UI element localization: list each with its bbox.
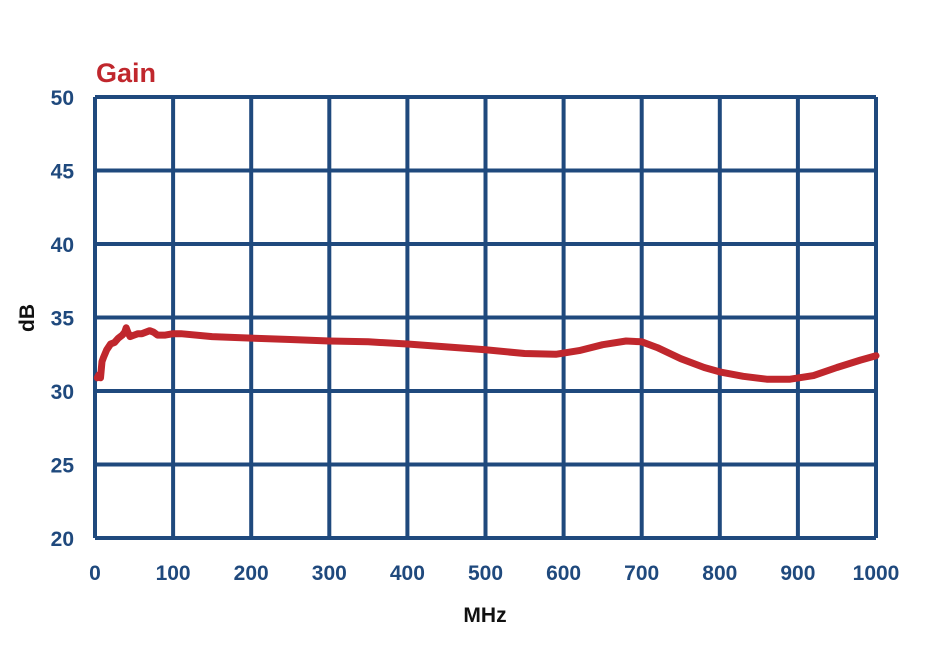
x-tick-label: 0 [89,562,101,585]
x-tick-label: 400 [390,562,425,585]
x-tick-label: 900 [780,562,815,585]
y-tick-label: 30 [51,381,74,404]
y-tick-label: 40 [51,234,74,257]
plot-grid [93,95,878,540]
x-tick-label: 700 [624,562,659,585]
y-axis-label: dB [16,304,39,332]
x-tick-label: 500 [468,562,503,585]
x-tick-label: 300 [312,562,347,585]
y-tick-label: 45 [51,161,75,184]
y-tick-label: 25 [51,455,75,478]
y-tick-label: 20 [51,528,74,551]
y-tick-labels: 20 25 30 35 40 45 50 [51,87,75,551]
chart-title: Gain [96,58,156,88]
x-tick-label: 1000 [853,562,900,585]
x-tick-label: 800 [702,562,737,585]
x-tick-label: 200 [234,562,269,585]
x-tick-label: 600 [546,562,581,585]
x-tick-label: 100 [156,562,191,585]
x-tick-labels: 0 100 200 300 400 500 600 700 800 900 1000 [89,562,899,585]
gain-series-line [93,324,880,383]
x-axis-label: MHz [463,604,506,627]
y-tick-label: 50 [51,87,74,110]
y-tick-label: 35 [51,308,75,331]
plot-series [93,324,880,383]
